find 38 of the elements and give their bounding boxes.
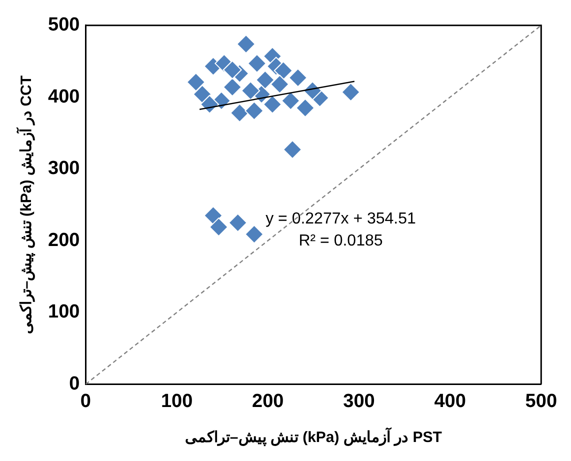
point xyxy=(244,101,264,120)
point xyxy=(256,70,275,90)
annotation: y = 0.2277x + 354.51 xyxy=(266,210,416,228)
x-tick-label: 100 xyxy=(160,390,193,412)
y-axis-title: تنش پیش–تراکمی (kPa) در آزمایش CCT xyxy=(16,75,36,334)
point xyxy=(186,72,206,92)
point xyxy=(230,103,250,122)
y-tick-label: 400 xyxy=(48,86,80,108)
y-tick-label: 0 xyxy=(69,373,80,394)
point xyxy=(236,34,256,54)
y-tick-label: 200 xyxy=(48,230,80,251)
point xyxy=(244,224,264,244)
point xyxy=(282,140,302,160)
point xyxy=(247,54,266,73)
point xyxy=(270,74,290,94)
point xyxy=(204,206,223,226)
point xyxy=(341,82,360,102)
point xyxy=(222,60,242,80)
x-tick-label: 500 xyxy=(525,390,557,412)
point xyxy=(209,218,228,237)
y-tick-label: 500 xyxy=(48,14,80,36)
point xyxy=(200,94,220,114)
y-tick-label: 300 xyxy=(48,158,80,180)
x-tick-label: 200 xyxy=(252,390,284,412)
annotation: R² = 0.0185 xyxy=(298,232,383,250)
point xyxy=(274,61,293,80)
point xyxy=(222,78,242,97)
point xyxy=(281,91,300,110)
point xyxy=(241,81,260,100)
point xyxy=(192,84,212,104)
y-tick-label: 100 xyxy=(48,302,80,323)
point xyxy=(262,94,282,114)
point xyxy=(228,213,248,232)
x-tick-label: 400 xyxy=(434,390,466,412)
point xyxy=(296,98,315,118)
x-axis-title: تنش پیش–تراکمی (kPa) در آزمایش PST xyxy=(184,427,442,448)
point xyxy=(288,68,308,88)
x-tick-label: 300 xyxy=(343,390,375,412)
